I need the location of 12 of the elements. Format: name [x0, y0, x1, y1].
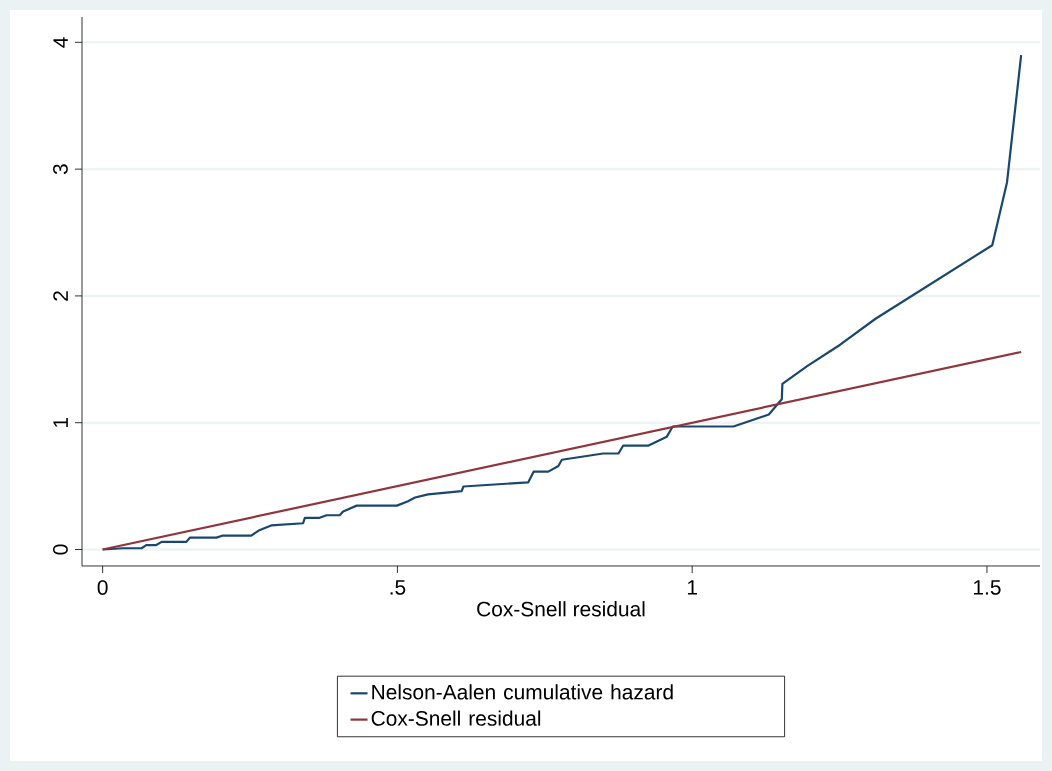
x-tick-label: .5 — [390, 580, 406, 595]
y-tick-label: 0 — [53, 544, 68, 555]
y-tick-label: 3 — [53, 164, 68, 175]
x-tick-label: 1.5 — [974, 580, 1001, 595]
x-tick-label: 0 — [97, 580, 108, 595]
y-tick-label: 1 — [53, 417, 68, 427]
legend-label: Cox-Snell residual — [371, 710, 541, 726]
legend-label: Nelson-Aalen cumulative hazard — [372, 684, 673, 700]
x-axis-title: Cox-Snell residual — [477, 601, 645, 617]
y-tick-label: 2 — [53, 291, 68, 301]
y-tick-label: 4 — [53, 37, 68, 48]
x-tick-label: 1 — [687, 580, 697, 595]
